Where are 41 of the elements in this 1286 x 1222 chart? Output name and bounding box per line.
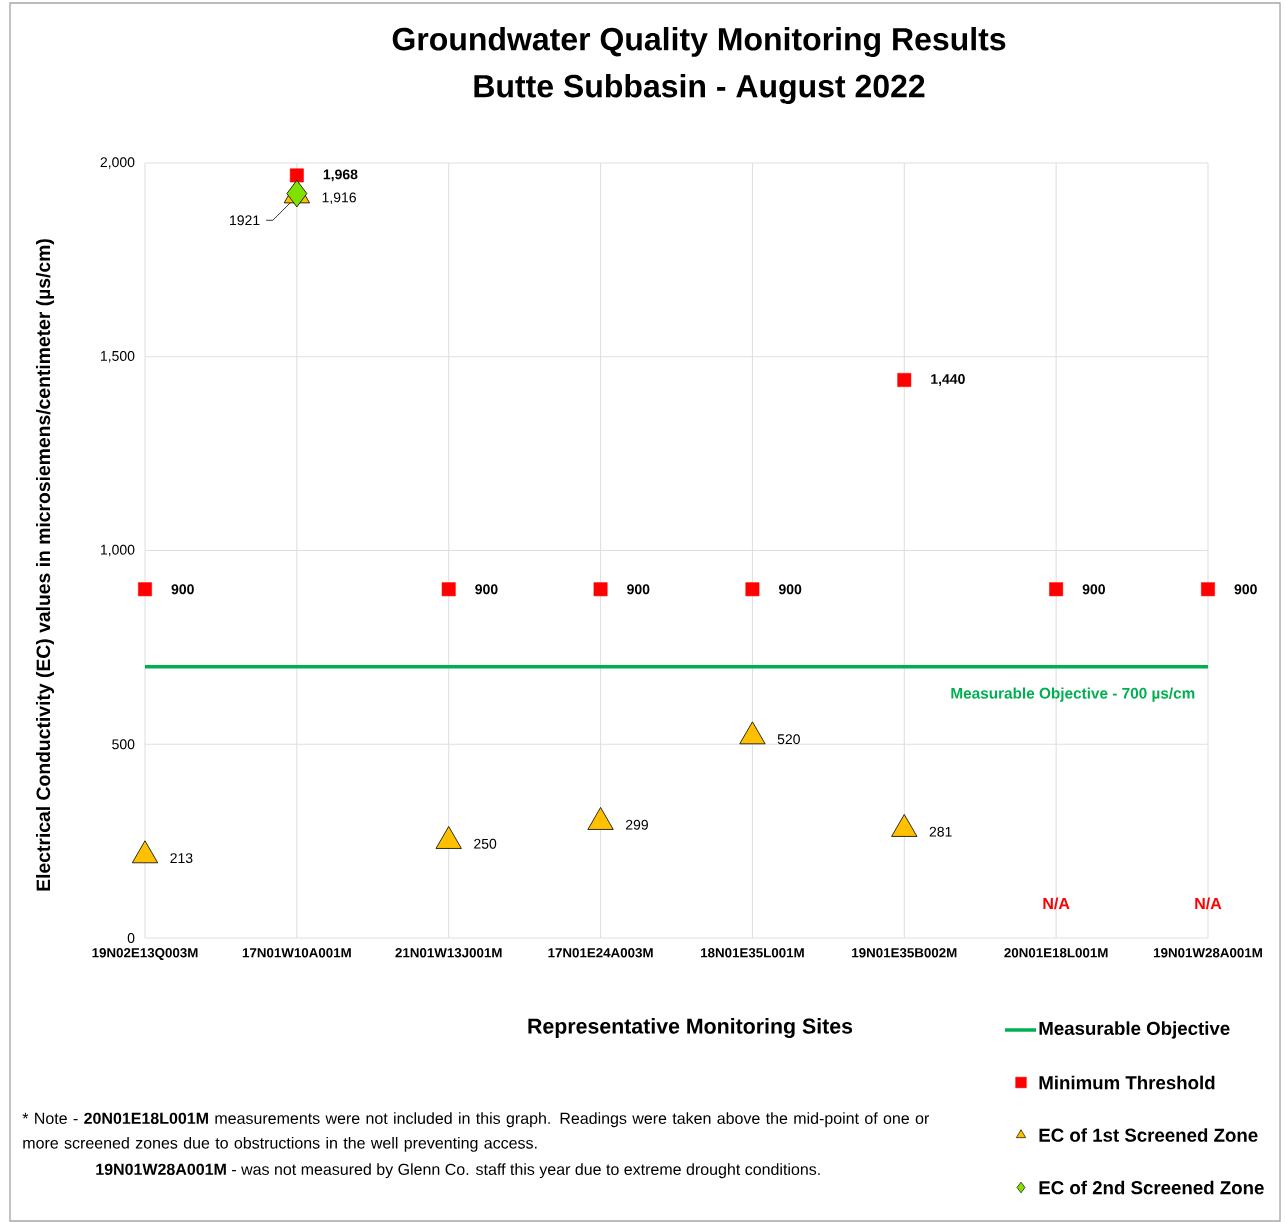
annotation: N/A	[1195, 897, 1222, 910]
x-tick-label: 17N01E24A003M	[548, 948, 653, 958]
data-label: 1,916	[322, 192, 356, 204]
y-tick-label: 1,000	[100, 544, 135, 557]
legend-label: Minimum Threshold	[1039, 1075, 1215, 1090]
x-tick-label: 19N01E35B002M	[852, 948, 957, 958]
data-label: 900	[627, 584, 650, 595]
y-tick-label: 1,500	[100, 350, 135, 363]
annotation: Measurable Objective - 700 µs/cm	[951, 687, 1195, 702]
x-axis-title: Representative Monitoring Sites	[528, 1018, 853, 1038]
legend-label: Measurable Objective	[1039, 1021, 1230, 1039]
data-label: 1,968	[323, 169, 358, 182]
x-tick-label: 20N01E18L001M	[1004, 948, 1108, 958]
y-tick-label: 2,000	[100, 157, 135, 169]
data-label: 1921	[230, 215, 260, 226]
x-tick-label: 19N01W28A001M	[1153, 948, 1262, 958]
y-axis-title: Electrical Conductivity (EC) values in microsiemens/centimeter (µs/cm)	[35, 239, 55, 891]
text: 19N01W28A001M - was not measured by Glenn Co. staff this year due to extreme drought conditions.	[96, 1163, 820, 1179]
data-label: 900	[171, 584, 194, 595]
data-label: 281	[929, 826, 952, 837]
data-label: 299	[625, 819, 648, 830]
y-tick-label: 500	[112, 739, 135, 750]
x-tick-label: 18N01E35L001M	[701, 948, 804, 958]
data-label: 213	[170, 853, 193, 864]
data-label: 900	[1234, 584, 1257, 595]
data-label: 900	[475, 584, 498, 595]
data-label: 1,440	[931, 374, 965, 386]
x-tick-label: 19N02E13Q003M	[92, 948, 198, 960]
chart-subtitle: Butte Subbasin - August 2022	[474, 74, 925, 104]
x-tick-label: 21N01W13J001M	[395, 948, 502, 958]
data-label: 520	[777, 734, 800, 745]
x-tick-label: 17N01W10A001M	[242, 948, 351, 958]
text: * Note - 20N01E18L001M measurements were not included in this graph. Readings were taken above the mid-point of one or more screened zones due to obstructions in the well preventing access.	[22, 1112, 930, 1152]
legend-label: EC of 2nd Screened Zone	[1039, 1180, 1264, 1195]
legend-label: EC of 1st Screened Zone	[1039, 1128, 1258, 1142]
data-label: 900	[778, 584, 802, 595]
data-label: 250	[474, 838, 497, 849]
chart-title: Groundwater Quality Monitoring Results	[392, 27, 1006, 57]
annotation: N/A	[1043, 897, 1070, 910]
data-label: 900	[1082, 584, 1105, 595]
y-tick-label: 0	[127, 933, 135, 943]
